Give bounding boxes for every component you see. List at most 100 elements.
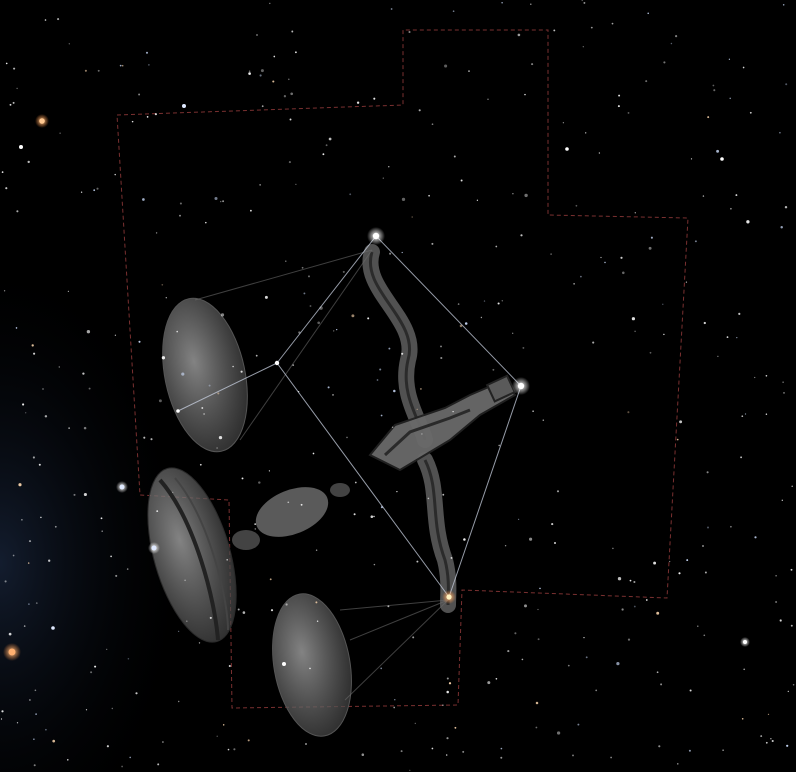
faint-star [264, 295, 268, 299]
faint-star [573, 283, 575, 285]
faint-star [452, 410, 454, 413]
faint-star [93, 189, 96, 192]
faint-star [237, 608, 240, 611]
faint-star [67, 290, 70, 293]
faint-star [741, 718, 744, 720]
faint-star [598, 152, 601, 154]
faint-star [730, 207, 732, 210]
faint-star [689, 689, 692, 692]
faint-star [784, 205, 788, 209]
faint-star [148, 64, 150, 66]
faint-star [1, 171, 4, 173]
faint-star [119, 64, 122, 67]
faint-star [287, 501, 290, 504]
faint-star [786, 744, 789, 747]
faint-star [177, 700, 180, 703]
faint-star [401, 197, 406, 202]
faint-star [656, 671, 659, 674]
faint-star [15, 327, 18, 329]
faint-star [585, 132, 587, 134]
faint-star [138, 340, 141, 343]
faint-star [138, 93, 141, 96]
faint-star [522, 346, 525, 349]
faint-star [216, 735, 218, 737]
faint-star [68, 427, 70, 429]
faint-star [500, 747, 503, 750]
faint-star [387, 605, 390, 608]
bright-stars [3, 104, 750, 666]
faint-star [393, 389, 396, 393]
faint-star [412, 636, 415, 639]
faint-star [669, 560, 671, 563]
faint-star [650, 236, 653, 239]
faint-star [288, 161, 291, 164]
faint-star [791, 485, 793, 487]
faint-star [767, 713, 770, 716]
faint-star [33, 352, 36, 355]
faint-star [690, 158, 693, 160]
faint-star [110, 555, 112, 558]
faint-star [600, 256, 602, 259]
faint-star [713, 89, 716, 92]
faint-star [556, 490, 560, 493]
faint-star [150, 438, 153, 441]
faint-star [697, 625, 699, 627]
faint-star [259, 184, 261, 186]
faint-star [254, 528, 257, 530]
faint-star [535, 726, 538, 729]
faint-star [82, 372, 85, 375]
faint-star [376, 379, 379, 381]
faint-star [379, 368, 382, 371]
faint-star [85, 709, 88, 711]
faint-star [567, 664, 570, 667]
faint-star [312, 452, 315, 455]
faint-star [530, 3, 532, 5]
faint-star [218, 435, 223, 440]
faint-star [529, 537, 533, 541]
faint-star [250, 209, 252, 212]
faint-star [706, 471, 709, 474]
faint-star [726, 336, 729, 338]
faint-star [703, 321, 706, 325]
faint-star [645, 80, 648, 83]
faint-star [232, 365, 234, 368]
faint-star [497, 302, 500, 305]
faint-star [450, 556, 453, 559]
faint-star [315, 549, 318, 551]
art-cords [194, 249, 449, 701]
faint-star [131, 120, 134, 123]
faint-star [114, 334, 117, 336]
faint-star [612, 547, 614, 550]
faint-star [775, 600, 778, 604]
faint-star [3, 290, 6, 292]
faint-star [34, 689, 37, 692]
faint-star [446, 677, 449, 680]
faint-star [743, 668, 746, 671]
faint-star [227, 748, 230, 751]
faint-star [380, 667, 383, 670]
faint-star [754, 376, 756, 379]
faint-star [16, 722, 19, 724]
faint-star [645, 599, 648, 601]
faint-star [94, 665, 97, 668]
faint-star [44, 415, 48, 418]
faint-star [203, 413, 206, 415]
faint-star [146, 116, 149, 118]
faint-star [419, 387, 422, 390]
faint-star [660, 683, 663, 686]
faint-star [28, 540, 32, 543]
faint-star [240, 370, 243, 373]
faint-star [356, 101, 360, 104]
faint-star [581, 0, 583, 2]
faint-star [161, 741, 164, 743]
faint-star [301, 266, 304, 269]
faint-star [59, 132, 61, 134]
faint-star [83, 426, 87, 430]
faint-star [676, 438, 679, 441]
faint-star [198, 642, 201, 644]
faint-star [492, 368, 495, 371]
faint-star [135, 692, 138, 695]
faint-star [315, 601, 318, 604]
faint-star [121, 64, 124, 67]
faint-star [32, 456, 35, 459]
